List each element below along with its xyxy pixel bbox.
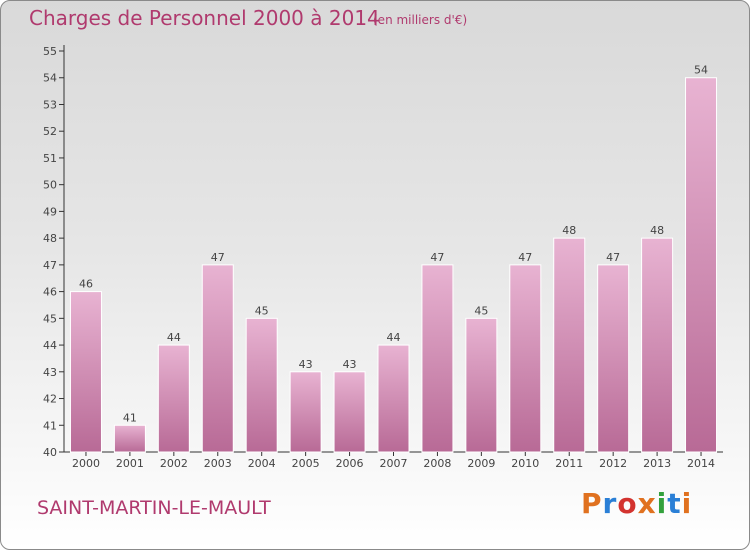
bar-2000: [69, 291, 102, 453]
x-tick-label: 2006: [336, 457, 364, 470]
data-label: 54: [694, 64, 708, 77]
bar-2007: [377, 344, 410, 453]
y-tick-label: 50: [43, 179, 57, 192]
y-tick-label: 42: [43, 393, 57, 406]
data-label: 44: [387, 331, 401, 344]
bar-2011: [553, 237, 586, 453]
data-label: 48: [562, 224, 576, 237]
bar-2008: [421, 264, 454, 453]
bar-2012: [597, 264, 630, 453]
data-label: 45: [474, 304, 488, 317]
x-tick-label: 2011: [555, 457, 583, 470]
logo-letter: x: [637, 487, 657, 520]
y-tick-label: 48: [43, 232, 57, 245]
data-label: 43: [299, 358, 313, 371]
y-tick-label: 52: [43, 125, 57, 138]
data-label: 47: [430, 251, 444, 264]
y-tick-label: 44: [43, 339, 57, 352]
x-tick-label: 2010: [511, 457, 539, 470]
x-tick-label: 2013: [643, 457, 671, 470]
data-label: 48: [650, 224, 664, 237]
logo-letter: o: [617, 487, 638, 520]
x-tick-label: 2004: [248, 457, 276, 470]
logo-letter: i: [681, 487, 693, 520]
y-tick-label: 41: [43, 419, 57, 432]
data-label: 46: [79, 278, 93, 291]
bar-2014: [685, 77, 718, 453]
x-tick-label: 2003: [204, 457, 232, 470]
data-label: 41: [123, 411, 137, 424]
y-tick-label: 53: [43, 98, 57, 111]
x-tick-label: 2008: [423, 457, 451, 470]
chart-title: Charges de Personnel 2000 à 2014: [29, 6, 380, 30]
y-tick-label: 47: [43, 259, 57, 272]
bar-2009: [465, 317, 498, 453]
x-tick-label: 2005: [292, 457, 320, 470]
x-tick-label: 2009: [467, 457, 495, 470]
data-label: 47: [211, 251, 225, 264]
y-tick-label: 45: [43, 312, 57, 325]
logo-letter: t: [667, 487, 682, 520]
data-label: 45: [255, 304, 269, 317]
proxiti-logo: Proxiti: [581, 487, 692, 520]
data-label: 47: [518, 251, 532, 264]
x-tick-label: 2007: [380, 457, 408, 470]
logo-letter: r: [602, 487, 618, 520]
y-tick-label: 51: [43, 152, 57, 165]
y-tick-label: 46: [43, 286, 57, 299]
bar-2002: [157, 344, 190, 453]
x-tick-label: 2000: [72, 457, 100, 470]
y-tick-label: 49: [43, 205, 57, 218]
y-tick-label: 55: [43, 45, 57, 58]
bar-2001: [113, 424, 146, 453]
x-tick-label: 2002: [160, 457, 188, 470]
x-tick-label: 2001: [116, 457, 144, 470]
y-tick-label: 54: [43, 72, 57, 85]
bar-2013: [641, 237, 674, 453]
chart-subtitle: (en milliers d'€): [373, 13, 468, 27]
y-tick-label: 40: [43, 446, 57, 459]
bar-2010: [509, 264, 542, 453]
bar-2003: [201, 264, 234, 453]
data-label: 44: [167, 331, 181, 344]
logo-letter: P: [581, 487, 603, 520]
city-name: SAINT-MARTIN-LE-MAULT: [37, 497, 271, 519]
x-tick-label: 2014: [687, 457, 715, 470]
bar-2005: [289, 371, 322, 453]
bar-2004: [245, 317, 278, 453]
bar-2006: [333, 371, 366, 453]
data-label: 47: [606, 251, 620, 264]
x-tick-label: 2012: [599, 457, 627, 470]
logo-letter: i: [656, 487, 668, 520]
data-label: 43: [343, 358, 357, 371]
y-tick-label: 43: [43, 366, 57, 379]
